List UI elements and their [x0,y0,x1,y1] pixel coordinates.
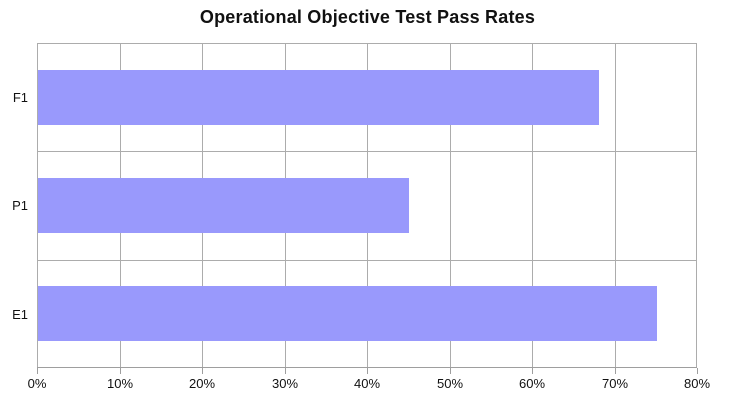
bar-p1 [38,178,409,233]
x-tick-label: 70% [601,376,629,391]
x-tick [202,368,203,374]
x-tick-label: 10% [106,376,134,391]
x-tick [120,368,121,374]
y-label-f1: F1 [12,89,28,105]
x-tick-label: 20% [188,376,216,391]
h-gridline [37,43,697,44]
plot-area [37,43,697,368]
h-gridline [37,260,697,261]
x-tick-label: 50% [436,376,464,391]
x-tick [367,368,368,374]
x-tick-label: 0% [27,376,47,391]
x-tick-label: 30% [271,376,299,391]
x-tick [697,368,698,374]
h-gridline [37,151,697,152]
y-label-p1: P1 [12,197,28,213]
x-tick-label: 80% [683,376,711,391]
y-label-e1: E1 [12,306,28,322]
x-tick [285,368,286,374]
bar-e1 [38,286,657,341]
v-gridline [696,43,697,368]
v-gridline [532,43,533,368]
x-tick [532,368,533,374]
v-gridline [37,43,38,368]
x-tick [37,368,38,374]
x-tick [450,368,451,374]
v-gridline [450,43,451,368]
v-gridline [615,43,616,368]
x-axis-line [37,367,697,368]
x-tick-label: 60% [518,376,546,391]
x-tick [615,368,616,374]
x-tick-label: 40% [353,376,381,391]
chart-title: Operational Objective Test Pass Rates [199,7,536,27]
bar-f1 [38,70,599,125]
